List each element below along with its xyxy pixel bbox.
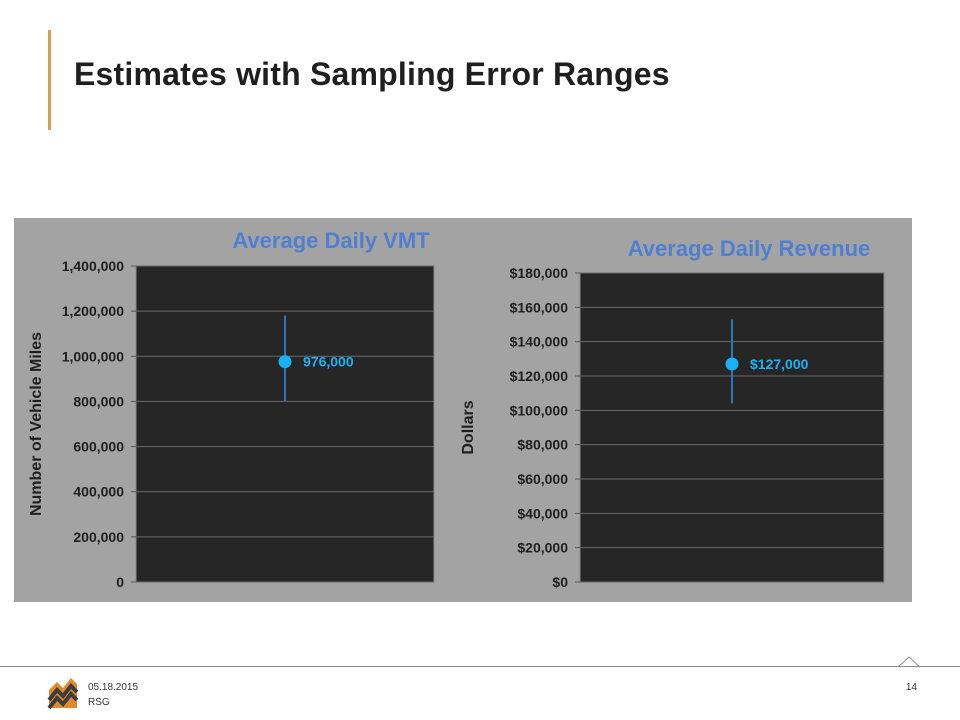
chart1-tick-label: 800,000 bbox=[73, 393, 124, 409]
chart2-data-label: $127,000 bbox=[750, 356, 809, 372]
chart2-tick-label: $120,000 bbox=[510, 368, 569, 384]
chart1-title: Average Daily VMT bbox=[232, 228, 430, 253]
rsg-mountain-logo-icon bbox=[47, 676, 79, 710]
chart1-tick-label: 600,000 bbox=[73, 439, 124, 455]
chart2-tick-label: $180,000 bbox=[510, 265, 569, 281]
chart2-tick-label: $20,000 bbox=[517, 540, 568, 556]
footer-divider bbox=[0, 666, 960, 667]
chart1-tick-label: 0 bbox=[116, 574, 124, 590]
chart1-tick-label: 200,000 bbox=[73, 529, 124, 545]
chart2-title: Average Daily Revenue bbox=[628, 236, 871, 261]
chart2-tick-label: $160,000 bbox=[510, 299, 569, 315]
chart1-data-point bbox=[278, 355, 292, 369]
chart1-tick-label: 1,200,000 bbox=[62, 303, 124, 319]
page-number: 14 bbox=[905, 682, 917, 693]
charts-svg: Average Daily VMT 0 200,000 400,000 600,000 8… bbox=[28, 228, 885, 590]
footer-date: 05.18.2015 bbox=[88, 682, 139, 693]
chart2-tick-label: $140,000 bbox=[510, 334, 569, 350]
chart1-tick-label: 1,000,000 bbox=[62, 348, 124, 364]
chart1-y-axis-label: Number of Vehicle Miles bbox=[28, 332, 45, 516]
chart2-tick-label: $100,000 bbox=[510, 402, 569, 418]
slide-title: Estimates with Sampling Error Ranges bbox=[74, 56, 670, 92]
chart2-tick-label: $0 bbox=[552, 574, 568, 590]
chart-panel: Average Daily VMT 0 200,000 400,000 600,000 8… bbox=[14, 218, 912, 602]
footer-notch-icon bbox=[898, 656, 920, 668]
chart1-plot-area bbox=[135, 265, 435, 583]
chart2-data-point bbox=[725, 357, 739, 371]
chart2-y-axis-label: Dollars bbox=[460, 400, 477, 454]
chart2-tick-label: $60,000 bbox=[517, 471, 568, 487]
footer-org: RSG bbox=[88, 697, 110, 708]
chart2-tick-label: $80,000 bbox=[517, 437, 568, 453]
chart1-data-label: 976,000 bbox=[303, 354, 354, 370]
chart1-tick-label: 1,400,000 bbox=[62, 258, 124, 274]
chart1-tick-label: 400,000 bbox=[73, 484, 124, 500]
chart2-tick-label: $40,000 bbox=[517, 505, 568, 521]
title-accent-bar bbox=[48, 30, 51, 130]
